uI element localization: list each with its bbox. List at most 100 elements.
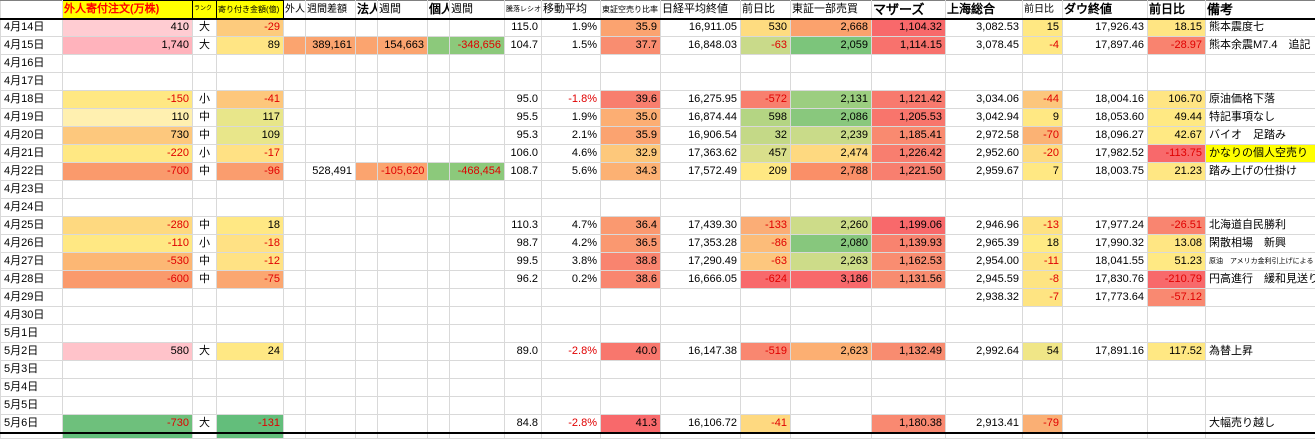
cell-rank[interactable]: 小 xyxy=(192,234,217,253)
cell-kojin[interactable] xyxy=(427,216,450,235)
cell-gaijin-week[interactable] xyxy=(305,90,356,109)
cell-date[interactable]: 4月25日 xyxy=(0,216,63,235)
cell-dow-diff[interactable]: 106.70 xyxy=(1147,90,1206,109)
cell-hojin[interactable] xyxy=(355,144,378,163)
cell-gaijin-week[interactable] xyxy=(305,126,356,145)
cell-dow-diff[interactable] xyxy=(1147,54,1206,73)
cell-shanghai[interactable] xyxy=(945,54,1023,73)
cell-nikkei-diff[interactable]: -572 xyxy=(740,90,791,109)
cell-hojin[interactable] xyxy=(355,72,378,91)
cell-shanghai[interactable]: 2,945.59 xyxy=(945,270,1023,289)
cell-opening-amount[interactable]: -29 xyxy=(216,18,284,37)
cell-touraku-ratio[interactable] xyxy=(504,72,542,91)
cell-hojin-week[interactable] xyxy=(377,18,428,37)
cell-moving-average[interactable]: 4.7% xyxy=(541,216,601,235)
column-header-date[interactable] xyxy=(0,0,63,20)
cell-mothers[interactable] xyxy=(871,431,946,439)
cell-touraku-ratio[interactable]: 115.0 xyxy=(504,18,542,37)
cell-kojin[interactable] xyxy=(427,144,450,163)
cell-hojin[interactable] xyxy=(355,378,378,397)
cell-kojin[interactable] xyxy=(427,90,450,109)
cell-short-sell-ratio[interactable] xyxy=(600,431,661,439)
cell-date[interactable]: 5月3日 xyxy=(0,360,63,379)
cell-gaijin[interactable] xyxy=(283,72,306,91)
cell-dow-close[interactable] xyxy=(1062,396,1148,415)
cell-short-sell-ratio[interactable] xyxy=(600,378,661,397)
cell-gaijin[interactable] xyxy=(283,306,306,325)
cell-tse1-volume[interactable] xyxy=(790,54,872,73)
cell-moving-average[interactable] xyxy=(541,360,601,379)
cell-date[interactable]: 4月27日 xyxy=(0,252,63,271)
cell-foreign-order[interactable] xyxy=(62,431,193,439)
cell-gaijin[interactable] xyxy=(283,324,306,343)
cell-tse1-volume[interactable] xyxy=(790,378,872,397)
cell-touraku-ratio[interactable] xyxy=(504,396,542,415)
cell-touraku-ratio[interactable] xyxy=(504,198,542,217)
cell-moving-average[interactable]: 4.2% xyxy=(541,234,601,253)
cell-remarks[interactable]: 為替上昇 xyxy=(1205,342,1315,361)
cell-shanghai-diff[interactable]: -4 xyxy=(1022,36,1063,55)
cell-gaijin[interactable] xyxy=(283,360,306,379)
column-header-tse1-volume[interactable]: 東証一部売買 xyxy=(790,0,872,20)
cell-foreign-order[interactable] xyxy=(62,180,193,199)
cell-nikkei-diff[interactable]: 457 xyxy=(740,144,791,163)
cell-moving-average[interactable] xyxy=(541,324,601,343)
cell-hojin[interactable] xyxy=(355,216,378,235)
cell-gaijin[interactable] xyxy=(283,288,306,307)
cell-shanghai[interactable]: 2,972.58 xyxy=(945,126,1023,145)
cell-nikkei-close[interactable] xyxy=(660,431,741,439)
cell-dow-diff[interactable]: 13.08 xyxy=(1147,234,1206,253)
cell-hojin[interactable] xyxy=(355,18,378,37)
cell-nikkei-diff[interactable]: -624 xyxy=(740,270,791,289)
cell-nikkei-close[interactable] xyxy=(660,72,741,91)
cell-foreign-order[interactable]: -730 xyxy=(62,414,193,433)
cell-kojin[interactable] xyxy=(427,54,450,73)
cell-gaijin-week[interactable] xyxy=(305,252,356,271)
cell-shanghai-diff[interactable]: 7 xyxy=(1022,162,1063,181)
cell-mothers[interactable] xyxy=(871,360,946,379)
cell-nikkei-diff[interactable]: -63 xyxy=(740,36,791,55)
cell-date[interactable]: 4月19日 xyxy=(0,108,63,127)
cell-nikkei-diff[interactable] xyxy=(740,180,791,199)
cell-touraku-ratio[interactable]: 110.3 xyxy=(504,216,542,235)
cell-rank[interactable]: 小 xyxy=(192,90,217,109)
cell-shanghai-diff[interactable]: -7 xyxy=(1022,288,1063,307)
cell-gaijin[interactable] xyxy=(283,414,306,433)
cell-rank[interactable]: 小 xyxy=(192,144,217,163)
cell-date[interactable]: 5月4日 xyxy=(0,378,63,397)
cell-dow-close[interactable] xyxy=(1062,378,1148,397)
cell-moving-average[interactable]: -2.8% xyxy=(541,414,601,433)
cell-hojin-week[interactable] xyxy=(377,108,428,127)
cell-mothers[interactable] xyxy=(871,72,946,91)
cell-remarks[interactable] xyxy=(1205,198,1315,217)
cell-date[interactable]: 5月1日 xyxy=(0,324,63,343)
cell-nikkei-diff[interactable]: 530 xyxy=(740,18,791,37)
column-header-hojin[interactable]: 法人 xyxy=(355,0,378,20)
cell-mothers[interactable]: 1,180.38 xyxy=(871,414,946,433)
cell-tse1-volume[interactable]: 2,059 xyxy=(790,36,872,55)
cell-nikkei-diff[interactable]: 32 xyxy=(740,126,791,145)
cell-short-sell-ratio[interactable]: 36.4 xyxy=(600,216,661,235)
cell-rank[interactable] xyxy=(192,72,217,91)
cell-touraku-ratio[interactable] xyxy=(504,54,542,73)
cell-tse1-volume[interactable]: 2,239 xyxy=(790,126,872,145)
cell-shanghai[interactable]: 3,042.94 xyxy=(945,108,1023,127)
cell-shanghai[interactable]: 2,952.60 xyxy=(945,144,1023,163)
cell-gaijin[interactable] xyxy=(283,180,306,199)
cell-hojin-week[interactable] xyxy=(377,126,428,145)
cell-shanghai[interactable] xyxy=(945,198,1023,217)
cell-mothers[interactable]: 1,162.53 xyxy=(871,252,946,271)
cell-nikkei-diff[interactable]: -133 xyxy=(740,216,791,235)
cell-dow-close[interactable] xyxy=(1062,72,1148,91)
cell-rank[interactable] xyxy=(192,360,217,379)
cell-hojin-week[interactable] xyxy=(377,378,428,397)
cell-nikkei-diff[interactable] xyxy=(740,72,791,91)
cell-rank[interactable] xyxy=(192,54,217,73)
cell-nikkei-close[interactable] xyxy=(660,378,741,397)
cell-mothers[interactable]: 1,139.93 xyxy=(871,234,946,253)
cell-remarks[interactable] xyxy=(1205,378,1315,397)
cell-hojin-week[interactable] xyxy=(377,54,428,73)
cell-moving-average[interactable]: 5.6% xyxy=(541,162,601,181)
cell-kojin-week[interactable] xyxy=(449,234,505,253)
cell-nikkei-diff[interactable] xyxy=(740,378,791,397)
